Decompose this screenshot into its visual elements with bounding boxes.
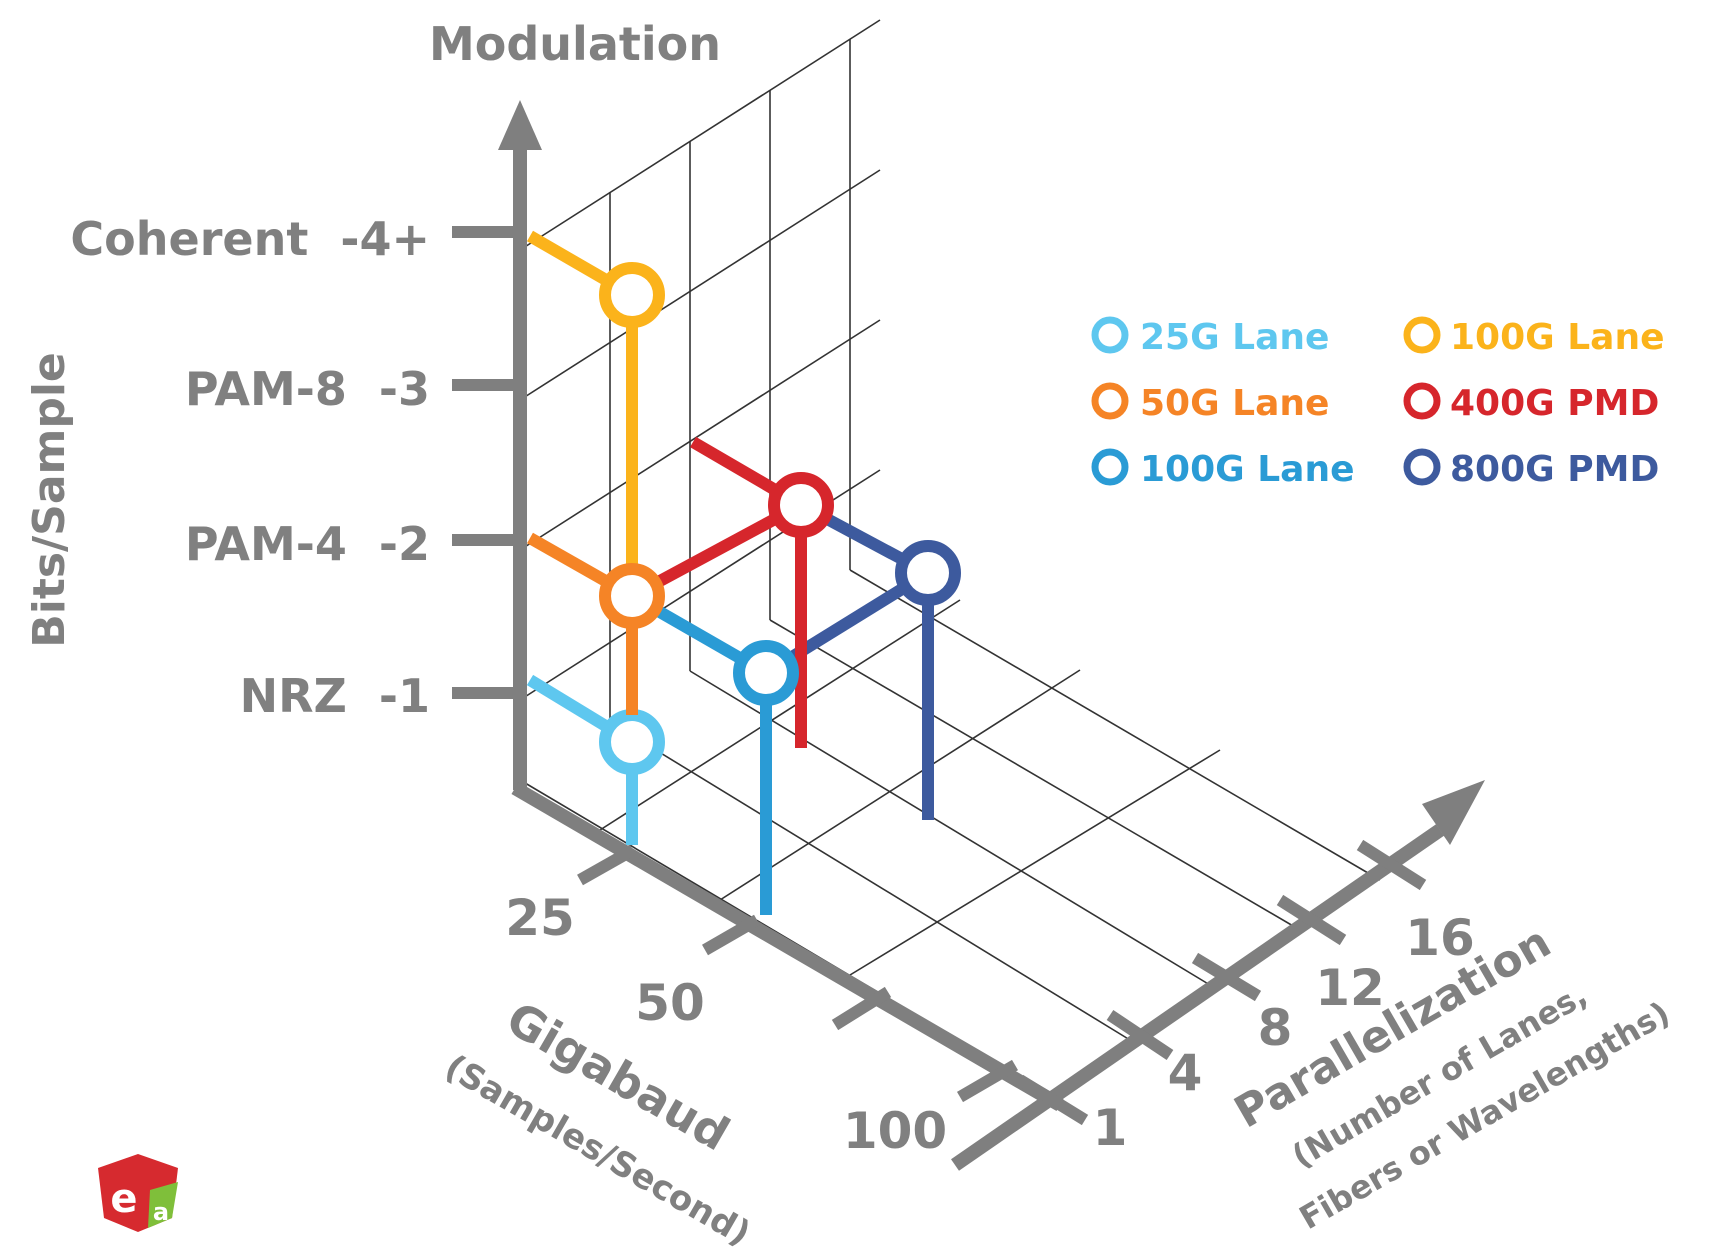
node-100g-lane-blue: [739, 646, 793, 700]
back-wall-grid: [520, 20, 880, 780]
node-400g-pmd: [774, 478, 828, 532]
tick-label-pam8: PAM-8 -3: [185, 362, 430, 416]
gigabaud-tick-50: 50: [635, 974, 705, 1032]
legend-marker-800g-pmd: [1407, 452, 1437, 482]
vertical-axis-ticks: [452, 232, 520, 693]
node-50g-lane: [605, 569, 659, 623]
legend-marker-50g-lane: [1095, 386, 1125, 416]
ea-logo: e a: [98, 1154, 178, 1232]
legend-marker-100g-lane-yellow: [1407, 320, 1437, 350]
vertical-axis-title: Modulation: [429, 17, 721, 71]
legend: 25G Lane 100G Lane 50G Lane 400G PMD 100…: [1095, 317, 1665, 490]
gigabaud-tick-100: 100: [843, 1102, 947, 1160]
node-25g-lane: [605, 715, 659, 769]
svg-text:e: e: [110, 1176, 137, 1222]
legend-label-50g-lane: 50G Lane: [1140, 383, 1329, 424]
tick-label-coherent: Coherent -4+: [70, 212, 430, 266]
legend-marker-100g-lane-blue: [1095, 452, 1125, 482]
legend-label-25g-lane: 25G Lane: [1140, 317, 1329, 358]
vertical-axis-arrowhead: [498, 100, 542, 150]
gigabaud-tick-25: 25: [505, 889, 575, 947]
parallel-tick-1: 1: [1093, 1099, 1128, 1157]
legend-label-100g-lane-blue: 100G Lane: [1140, 449, 1355, 490]
parallel-tick-8: 8: [1258, 999, 1293, 1057]
vertical-axis-side-label: Bits/Sample: [24, 352, 75, 648]
legend-label-800g-pmd: 800G PMD: [1450, 449, 1659, 490]
legend-label-100g-lane-yellow: 100G Lane: [1450, 317, 1665, 358]
svg-text:a: a: [153, 1198, 169, 1226]
node-100g-lane-yellow: [605, 268, 659, 322]
parallel-tick-4: 4: [1168, 1044, 1203, 1102]
tick-label-nrz: NRZ -1: [240, 669, 430, 723]
node-800g-pmd: [901, 546, 955, 600]
legend-marker-25g-lane: [1095, 320, 1125, 350]
legend-marker-400g-pmd: [1407, 386, 1437, 416]
tick-label-pam4: PAM-4 -2: [185, 517, 430, 571]
legend-label-400g-pmd: 400G PMD: [1450, 383, 1659, 424]
